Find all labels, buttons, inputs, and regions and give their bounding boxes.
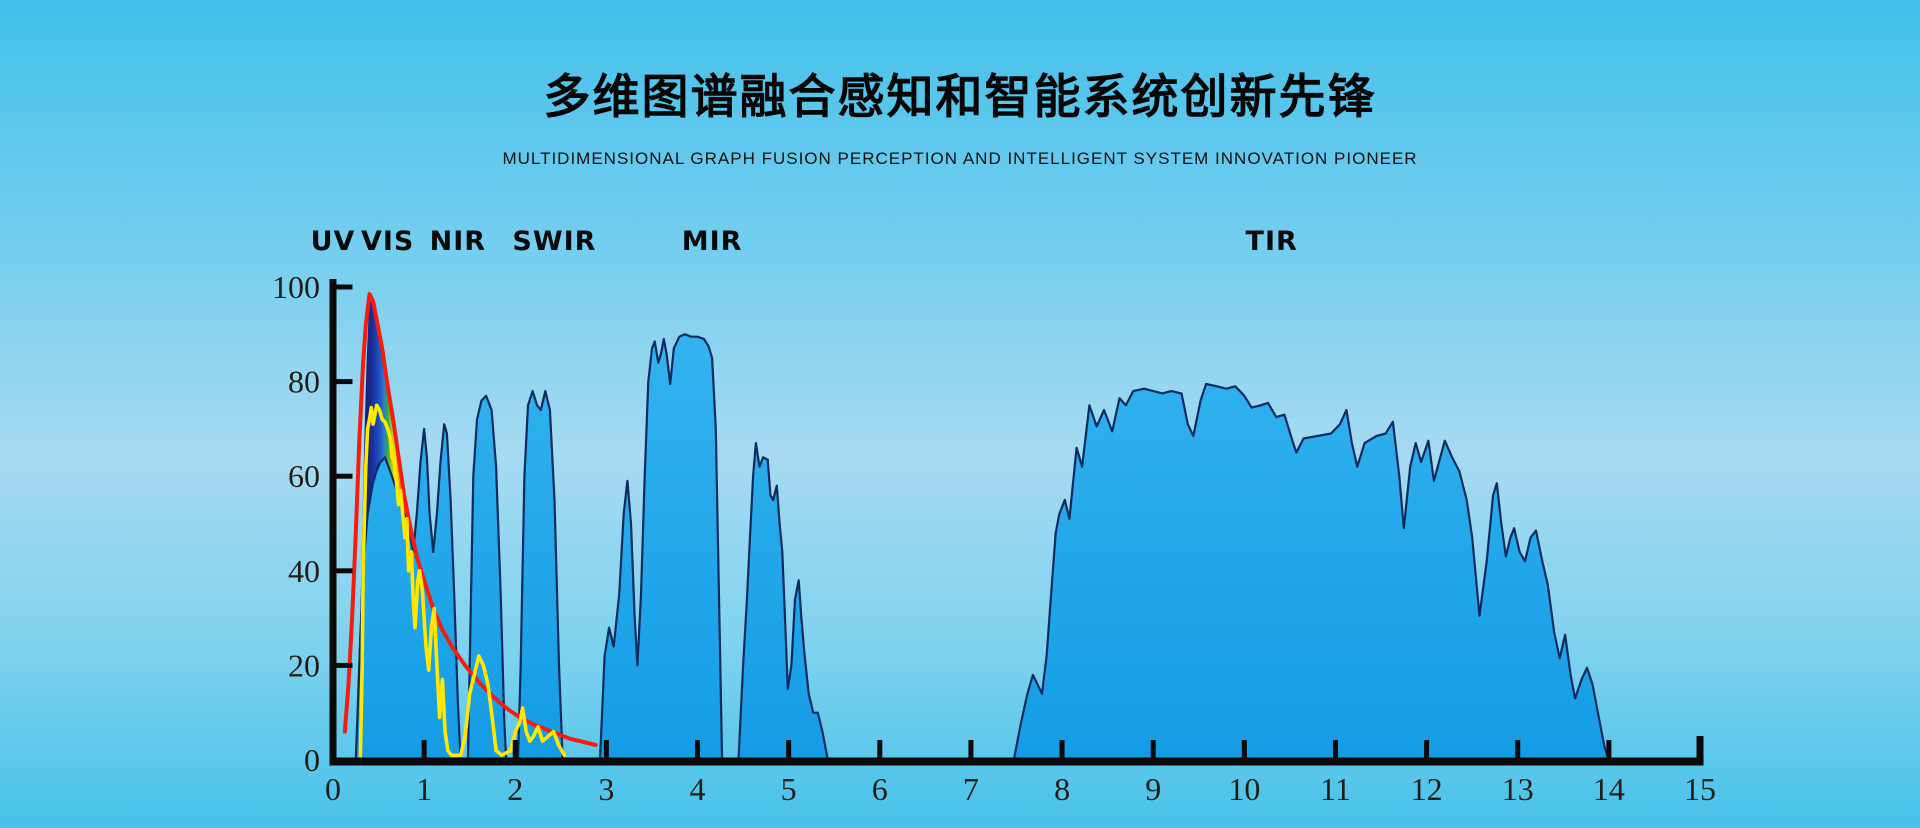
y-tick [336,379,353,385]
band-label-tir: TIR [1246,226,1298,257]
band-label-nir: NIR [430,226,486,257]
band-label-mir: MIR [682,226,743,257]
y-tick-label: 60 [288,458,320,494]
yellow-ground-spectrum-curve [358,403,567,762]
x-tick-label: 6 [872,771,888,807]
x-tick [1424,740,1430,758]
y-tick-label: 20 [288,647,320,683]
y-tick [336,284,353,290]
y-tick-label: 40 [288,553,320,589]
y-tick [336,568,353,574]
x-tick [695,740,701,758]
x-tick-label: 1 [416,771,432,807]
x-tick [421,740,427,758]
y-tick-label: 100 [272,269,320,305]
x-tick [1241,740,1247,758]
x-tick-label: 7 [963,771,979,807]
page-title: 多维图谱融合感知和智能系统创新先锋 [543,70,1377,125]
x-tick-label: 13 [1502,771,1534,807]
transmission-windows-outline [354,333,1610,762]
x-tick-label: 4 [690,771,706,807]
band-label-vis: VIS [361,226,414,257]
band-label-swir: SWIR [512,226,596,257]
x-tick [1606,740,1612,758]
x-tick-label: 0 [325,771,341,807]
band-label-uv: UV [311,226,356,257]
x-tick-label: 14 [1593,771,1625,807]
x-tick [1150,740,1156,758]
x-axis-end-cap [1696,736,1704,760]
transmission-windows-fill [355,334,1609,760]
x-tick [603,740,609,758]
x-tick-label: 11 [1320,771,1351,807]
x-tick [786,740,792,758]
rainbow-solar-peak [358,294,408,689]
y-tick [336,662,353,668]
x-tick-label: 12 [1411,771,1443,807]
x-tick-label: 9 [1145,771,1161,807]
x-tick-label: 5 [781,771,797,807]
y-axis [329,279,337,764]
page-subtitle: MULTIDIMENSIONAL GRAPH FUSION PERCEPTION… [502,149,1418,168]
x-tick-label: 3 [598,771,614,807]
y-tick-label: 0 [304,742,320,778]
x-tick [1515,740,1521,758]
x-tick [877,740,883,758]
x-axis [329,757,1704,766]
y-tick [336,473,353,479]
x-tick-label: 15 [1684,771,1716,807]
x-tick [1059,740,1065,758]
x-tick [968,740,974,758]
x-tick-label: 10 [1228,771,1260,807]
x-tick-label: 2 [507,771,523,807]
x-tick [512,740,518,758]
x-tick-label: 8 [1054,771,1070,807]
y-tick-label: 80 [288,364,320,400]
x-tick [1332,740,1338,758]
